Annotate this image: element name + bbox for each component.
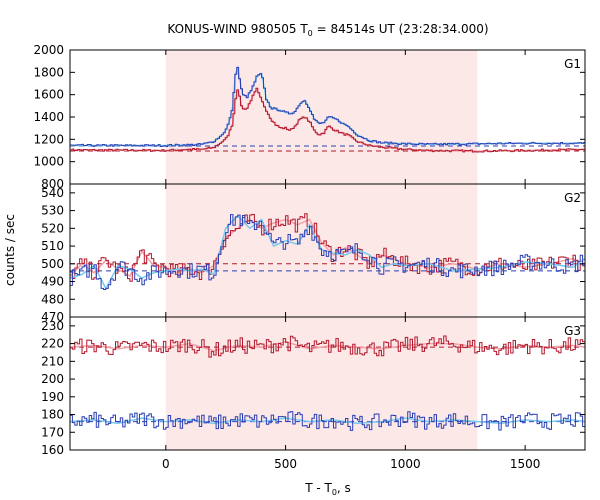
fit-curve-blue — [69, 214, 586, 291]
panel-g2: 470 480 490 500 510 520 530 540 G2 — [41, 183, 586, 324]
panel-g3: 160 170 180 190 200 210 220 230 G3 — [41, 316, 586, 457]
series-red-histogram — [70, 213, 585, 282]
x-axis-label-main: T - T — [304, 481, 332, 495]
y-tick-label: 800 — [41, 177, 64, 191]
series-blue-histogram — [70, 67, 585, 147]
series-red-histogram — [70, 335, 585, 358]
y-tick-label: 540 — [41, 186, 64, 200]
y-tick-label: 2000 — [33, 43, 64, 57]
y-tick-label: 210 — [41, 354, 64, 368]
chart-title-main: KONUS-WIND 980505 T — [167, 22, 308, 36]
series-blue-histogram — [70, 411, 585, 431]
panel-g1: 800 1000 1200 1400 1600 1800 2000 G1 — [33, 43, 586, 191]
x-tick-label: 1000 — [390, 457, 421, 471]
y-tick-label: 1400 — [33, 110, 64, 124]
x-axis-label-subscript: 0 — [332, 488, 337, 497]
y-tick-label: 160 — [41, 443, 64, 457]
y-tick-label: 1200 — [33, 132, 64, 146]
y-tick-label: 1800 — [33, 65, 64, 79]
x-tick-label: 1500 — [510, 457, 541, 471]
y-tick-label: 180 — [41, 408, 64, 422]
y-tick-label: 220 — [41, 337, 64, 351]
panel-name-label: G3 — [564, 324, 581, 338]
chart-title-rest: = 84514s UT (23:28:34.000) — [313, 22, 489, 36]
y-tick-label: 510 — [41, 239, 64, 253]
y-tick-label: 530 — [41, 204, 64, 218]
y-tick-label: 200 — [41, 372, 64, 386]
series-blue-histogram — [70, 214, 585, 290]
y-tick-label: 170 — [41, 425, 64, 439]
y-tick-label: 190 — [41, 390, 64, 404]
x-tick-label: 500 — [274, 457, 297, 471]
series-red-histogram — [70, 87, 585, 153]
x-axis-label-rest: , s — [337, 481, 351, 495]
y-tick-label: 490 — [41, 275, 64, 289]
y-tick-label: 470 — [41, 310, 64, 324]
y-tick-label: 1000 — [33, 155, 64, 169]
y-tick-label: 520 — [41, 221, 64, 235]
x-tick-label: 0 — [162, 457, 170, 471]
chart-title-subscript: 0 — [308, 29, 313, 38]
panel-name-label: G2 — [564, 191, 581, 205]
y-tick-label: 1600 — [33, 88, 64, 102]
y-tick-label: 500 — [41, 257, 64, 271]
panel-name-label: G1 — [564, 57, 581, 71]
y-tick-label: 230 — [41, 319, 64, 333]
panel-frame — [69, 316, 586, 451]
chart-title: KONUS-WIND 980505 T0 = 84514s UT (23:28:… — [167, 22, 488, 38]
y-axis-label: counts / sec — [3, 214, 17, 286]
y-tick-label: 480 — [41, 292, 64, 306]
x-axis-label: T - T0, s — [304, 481, 351, 497]
plot-area: 800100012001400160018002000G147048049050… — [33, 43, 586, 471]
